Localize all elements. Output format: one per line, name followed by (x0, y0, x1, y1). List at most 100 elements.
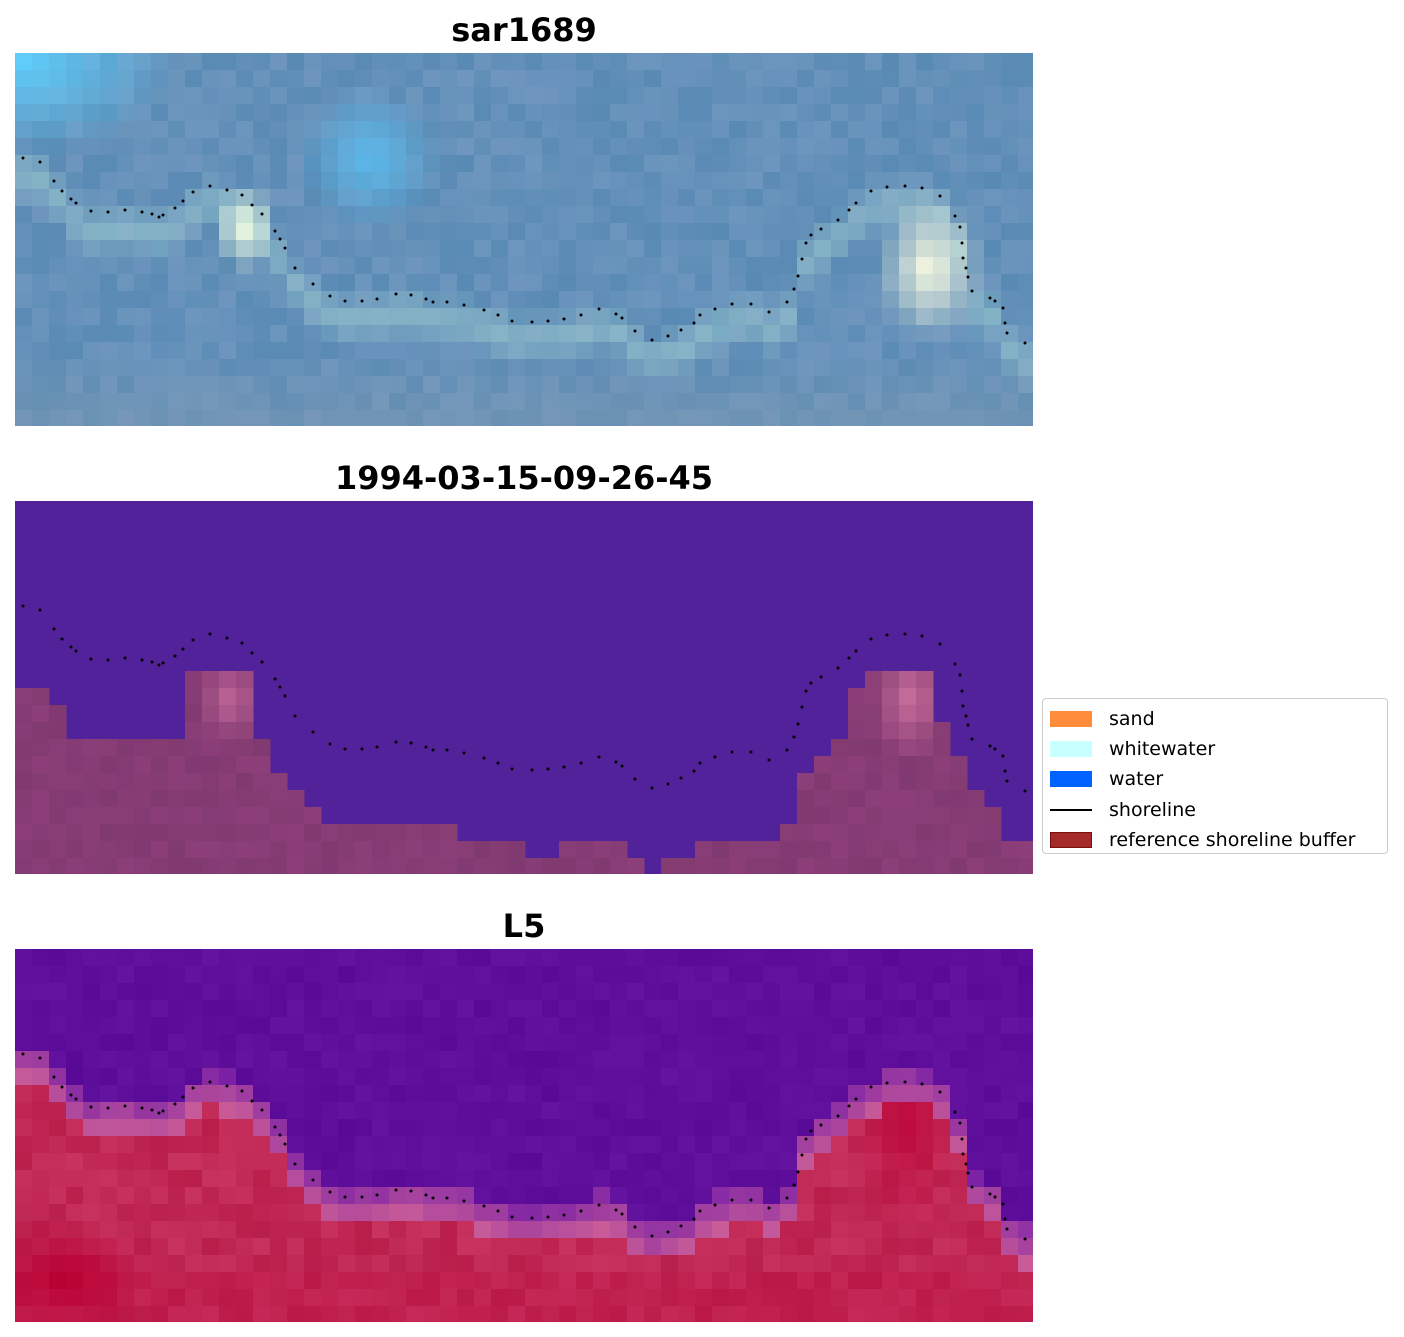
pixel (100, 1204, 118, 1222)
pixel (32, 1255, 50, 1273)
pixel (746, 1136, 764, 1154)
pixel (491, 393, 509, 411)
pixel (746, 1017, 764, 1035)
pixel (236, 1000, 254, 1018)
pixel (661, 189, 679, 207)
pixel (695, 138, 713, 156)
pixel (321, 1085, 339, 1103)
pixel (831, 291, 849, 309)
pixel (797, 410, 815, 426)
pixel (1001, 155, 1019, 173)
pixel (168, 1017, 186, 1035)
pixel (32, 1221, 50, 1239)
pixel (287, 342, 305, 360)
pixel (933, 342, 951, 360)
pixel (457, 1000, 475, 1018)
pixel (1001, 104, 1019, 122)
pixel (457, 206, 475, 224)
pixel (1001, 410, 1019, 426)
pixel (372, 1136, 390, 1154)
pixel (372, 342, 390, 360)
shoreline-dots (21, 156, 1027, 345)
pixel (15, 87, 33, 105)
buffer-pixel (355, 858, 373, 874)
pixel (950, 1255, 968, 1273)
pixel (916, 1034, 934, 1052)
shoreline-point (74, 1097, 78, 1101)
pixel (66, 274, 84, 292)
pixel (83, 274, 101, 292)
pixel (66, 155, 84, 173)
shoreline-point (496, 761, 500, 765)
pixel (695, 240, 713, 258)
pixel (814, 53, 832, 71)
pixel (746, 1170, 764, 1188)
buffer-pixel (423, 858, 441, 874)
pixel (542, 104, 560, 122)
pixel (746, 138, 764, 156)
pixel (202, 1170, 220, 1188)
pixel (202, 291, 220, 309)
pixel (236, 376, 254, 394)
pixel (66, 1136, 84, 1154)
pixel (712, 983, 730, 1001)
pixel (219, 291, 237, 309)
pixel (678, 1068, 696, 1086)
pixel (508, 393, 526, 411)
pixel (814, 1170, 832, 1188)
buffer-pixel (49, 756, 67, 774)
pixel (763, 1204, 781, 1222)
pixel (338, 1170, 356, 1188)
pixel (508, 1136, 526, 1154)
buffer-pixel (32, 705, 50, 723)
shoreline-point (847, 208, 851, 212)
pixel (661, 257, 679, 275)
pixel (355, 342, 373, 360)
pixel (593, 1204, 611, 1222)
pixel (66, 342, 84, 360)
pixel (661, 1221, 679, 1239)
pixel (321, 1221, 339, 1239)
buffer-pixel (814, 756, 832, 774)
pixel (899, 1051, 917, 1069)
pixel (253, 1153, 271, 1171)
pixel (168, 240, 186, 258)
buffer-pixel (865, 807, 883, 825)
pixel (899, 1034, 917, 1052)
shoreline-point (409, 741, 413, 745)
pixel (219, 1204, 237, 1222)
pixel (576, 172, 594, 190)
pixel (202, 1051, 220, 1069)
shoreline-dots (21, 1052, 1027, 1241)
pixel (763, 966, 781, 984)
pixel (916, 983, 934, 1001)
shoreline-point (1005, 1227, 1009, 1231)
buffer-pixel (236, 705, 254, 723)
shoreline-point (150, 660, 154, 664)
pixel (440, 342, 458, 360)
buffer-pixel (66, 773, 84, 791)
pixel (950, 1238, 968, 1256)
pixel (865, 1102, 883, 1120)
pixel (338, 87, 356, 105)
shoreline-point (749, 750, 753, 754)
pixel (712, 1034, 730, 1052)
pixel (372, 1170, 390, 1188)
pixel (185, 966, 203, 984)
shoreline-point (21, 604, 25, 608)
pixel (950, 325, 968, 343)
pixel (253, 1085, 271, 1103)
pixel (984, 410, 1002, 426)
pixel (83, 949, 101, 967)
shoreline-point (409, 293, 413, 297)
pixel (933, 1221, 951, 1239)
pixel (134, 308, 152, 326)
pixel (66, 206, 84, 224)
pixel (49, 1051, 67, 1069)
pixel (304, 1085, 322, 1103)
pixel (304, 104, 322, 122)
pixel (627, 1187, 645, 1205)
pixel (508, 1051, 526, 1069)
pixel (678, 155, 696, 173)
pixel (882, 1204, 900, 1222)
